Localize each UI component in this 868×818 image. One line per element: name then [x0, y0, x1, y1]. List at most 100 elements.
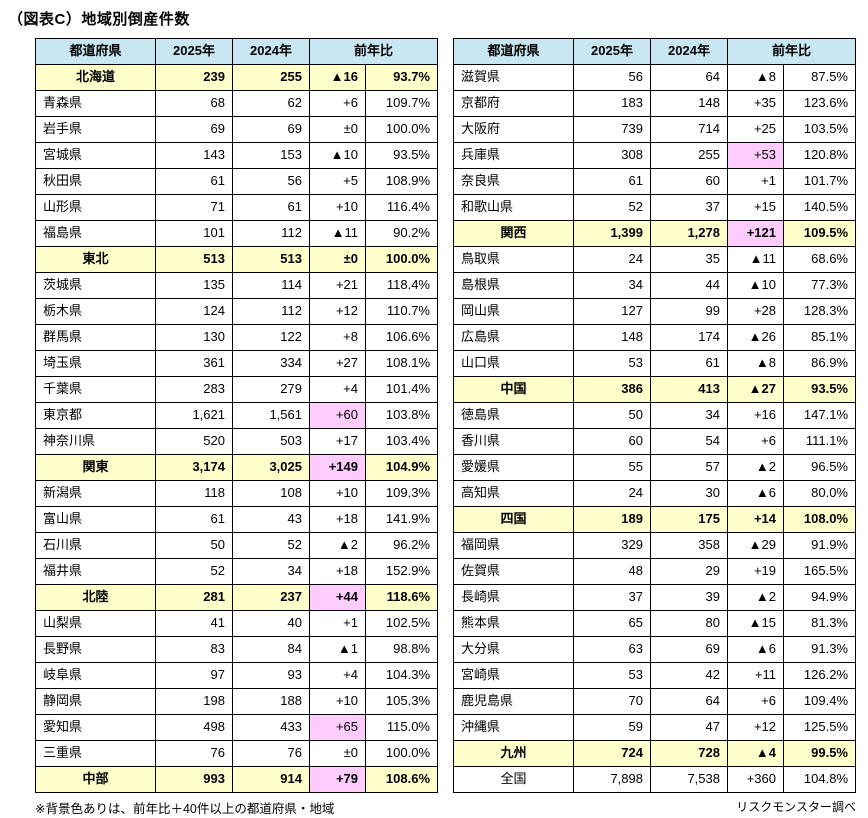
- prefecture-row: 山梨県 41 40 +1 102.5%: [35, 610, 438, 637]
- yoy-ratio-cell: 108.1%: [365, 350, 438, 377]
- count-2024-cell: 54: [650, 428, 728, 455]
- yoy-ratio-cell: 110.7%: [365, 298, 438, 325]
- count-2024-cell: 40: [232, 610, 310, 637]
- area-name-cell: 高知県: [453, 480, 574, 507]
- column-header-yoy: 前年比: [309, 38, 438, 65]
- count-2025-cell: 386: [573, 376, 651, 403]
- area-name-cell: 宮崎県: [453, 662, 574, 689]
- yoy-diff-cell: +15: [727, 194, 784, 221]
- count-2024-cell: 62: [232, 90, 310, 117]
- yoy-diff-cell: +6: [727, 428, 784, 455]
- region-total-row: 関東 3,174 3,025 +149 104.9%: [35, 454, 438, 481]
- count-2024-cell: 99: [650, 298, 728, 325]
- count-2024-cell: 64: [650, 688, 728, 715]
- count-2024-cell: 112: [232, 220, 310, 247]
- area-name-cell: 富山県: [35, 506, 156, 533]
- count-2024-cell: 56: [232, 168, 310, 195]
- count-2024-cell: 52: [232, 532, 310, 559]
- column-header-prefecture: 都道府県: [35, 38, 156, 65]
- count-2025-cell: 3,174: [155, 454, 233, 481]
- column-header-2024: 2024年: [232, 38, 310, 65]
- count-2025-cell: 50: [573, 402, 651, 429]
- area-name-cell: 岡山県: [453, 298, 574, 325]
- yoy-ratio-cell: 98.8%: [365, 636, 438, 663]
- count-2024-cell: 3,025: [232, 454, 310, 481]
- count-2024-cell: 122: [232, 324, 310, 351]
- area-name-cell: 群馬県: [35, 324, 156, 351]
- yoy-diff-cell: +17: [309, 428, 366, 455]
- yoy-diff-cell: ▲11: [309, 220, 366, 247]
- region-total-row: 四国 189 175 +14 108.0%: [453, 506, 856, 533]
- area-name-cell: 静岡県: [35, 688, 156, 715]
- yoy-ratio-cell: 99.5%: [783, 740, 856, 767]
- count-2025-cell: 52: [573, 194, 651, 221]
- area-name-cell: 新潟県: [35, 480, 156, 507]
- area-name-cell: 山形県: [35, 194, 156, 221]
- count-2024-cell: 153: [232, 142, 310, 169]
- area-name-cell: 三重県: [35, 740, 156, 767]
- yoy-ratio-cell: 125.5%: [783, 714, 856, 741]
- count-2024-cell: 1,561: [232, 402, 310, 429]
- count-2025-cell: 70: [573, 688, 651, 715]
- count-2024-cell: 358: [650, 532, 728, 559]
- area-name-cell: 長野県: [35, 636, 156, 663]
- yoy-ratio-cell: 100.0%: [365, 246, 438, 273]
- yoy-diff-cell: +25: [727, 116, 784, 143]
- count-2024-cell: 61: [650, 350, 728, 377]
- yoy-diff-cell: +360: [727, 766, 784, 793]
- region-total-row: 北海道 239 255 ▲16 93.7%: [35, 64, 438, 91]
- yoy-ratio-cell: 93.7%: [365, 64, 438, 91]
- count-2025-cell: 283: [155, 376, 233, 403]
- count-2024-cell: 34: [232, 558, 310, 585]
- count-2024-cell: 175: [650, 506, 728, 533]
- count-2024-cell: 433: [232, 714, 310, 741]
- prefecture-row: 埼玉県 361 334 +27 108.1%: [35, 350, 438, 377]
- count-2025-cell: 101: [155, 220, 233, 247]
- yoy-diff-cell: +1: [727, 168, 784, 195]
- count-2024-cell: 80: [650, 610, 728, 637]
- yoy-ratio-cell: 116.4%: [365, 194, 438, 221]
- table-header-row: 都道府県 2025年 2024年 前年比: [453, 38, 856, 65]
- area-name-cell: 長崎県: [453, 584, 574, 611]
- area-name-cell: 鹿児島県: [453, 688, 574, 715]
- count-2025-cell: 329: [573, 532, 651, 559]
- prefecture-row: 静岡県 198 188 +10 105.3%: [35, 688, 438, 715]
- count-2024-cell: 60: [650, 168, 728, 195]
- count-2024-cell: 30: [650, 480, 728, 507]
- legend-note: ※背景色ありは、前年比＋40件以上の都道府県・地域: [35, 802, 335, 816]
- count-2025-cell: 118: [155, 480, 233, 507]
- yoy-ratio-cell: 96.5%: [783, 454, 856, 481]
- area-name-cell: 北海道: [35, 64, 156, 91]
- yoy-ratio-cell: 90.2%: [365, 220, 438, 247]
- count-2024-cell: 61: [232, 194, 310, 221]
- yoy-ratio-cell: 128.3%: [783, 298, 856, 325]
- yoy-diff-cell: ▲6: [727, 480, 784, 507]
- yoy-ratio-cell: 111.1%: [783, 428, 856, 455]
- count-2025-cell: 34: [573, 272, 651, 299]
- count-2024-cell: 69: [232, 116, 310, 143]
- yoy-ratio-cell: 104.9%: [365, 454, 438, 481]
- yoy-ratio-cell: 105.3%: [365, 688, 438, 715]
- count-2024-cell: 35: [650, 246, 728, 273]
- yoy-diff-cell: ▲6: [727, 636, 784, 663]
- area-name-cell: 東京都: [35, 402, 156, 429]
- count-2025-cell: 68: [155, 90, 233, 117]
- yoy-diff-cell: +149: [309, 454, 366, 481]
- prefecture-row: 愛媛県 55 57 ▲2 96.5%: [453, 454, 856, 481]
- count-2025-cell: 308: [573, 142, 651, 169]
- area-name-cell: 山梨県: [35, 610, 156, 637]
- count-2025-cell: 281: [155, 584, 233, 611]
- count-2025-cell: 24: [573, 480, 651, 507]
- yoy-ratio-cell: 109.4%: [783, 688, 856, 715]
- prefecture-row: 愛知県 498 433 +65 115.0%: [35, 714, 438, 741]
- count-2025-cell: 55: [573, 454, 651, 481]
- prefecture-row: 大分県 63 69 ▲6 91.3%: [453, 636, 856, 663]
- yoy-diff-cell: +18: [309, 558, 366, 585]
- area-name-cell: 岐阜県: [35, 662, 156, 689]
- yoy-diff-cell: +4: [309, 376, 366, 403]
- area-name-cell: 奈良県: [453, 168, 574, 195]
- region-total-row: 関西 1,399 1,278 +121 109.5%: [453, 220, 856, 247]
- yoy-ratio-cell: 104.3%: [365, 662, 438, 689]
- yoy-ratio-cell: 93.5%: [783, 376, 856, 403]
- yoy-ratio-cell: 108.6%: [365, 766, 438, 793]
